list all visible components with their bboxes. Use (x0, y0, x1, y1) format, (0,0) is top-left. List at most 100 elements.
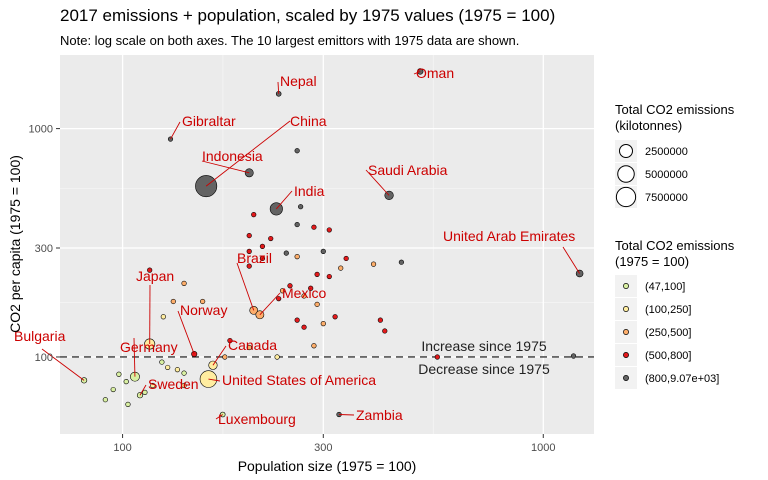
scatter-point (251, 212, 257, 218)
scatter-point (311, 224, 317, 230)
leader-line-united-states-of-america (208, 378, 221, 382)
leader-line-oman (413, 70, 421, 75)
label-united-arab-emirates: United Arab Emirates (443, 228, 575, 244)
scatter-point (314, 301, 320, 307)
legend-size-label: 5000000 (645, 169, 688, 181)
scatter-point (398, 259, 404, 265)
scatter-point (301, 293, 307, 299)
y-axis-title: CO2 per capita (1975 = 100) (7, 155, 23, 333)
y-tick-label: 300 (35, 243, 53, 255)
scatter-point (125, 401, 131, 407)
leader-line-germany (133, 337, 136, 377)
chart-title: 2017 emissions + population, scaled by 1… (60, 6, 556, 25)
scatter-point (246, 248, 252, 254)
legend-fill-key (623, 283, 629, 289)
scatter-point (308, 285, 314, 291)
scatter-point (181, 280, 187, 286)
legend-size-label: 2500000 (645, 146, 688, 158)
scatter-point (259, 255, 266, 262)
scatter-point (142, 389, 148, 395)
point-canada (208, 360, 218, 370)
scatter-point (200, 298, 206, 305)
scatter-point (326, 273, 332, 280)
label-luxembourg: Luxembourg (218, 411, 296, 427)
reference-label-decrease: Decrease since 1975 (418, 361, 550, 377)
legend-size-title: Total CO2 emissions (615, 102, 735, 117)
leader-line-india (275, 190, 293, 210)
scatter-point (298, 204, 304, 210)
leader-line-zambia (339, 414, 355, 416)
label-gibraltar: Gibraltar (182, 113, 236, 129)
leader-line-sweden (139, 384, 147, 396)
legend-fill-label: (250,500] (645, 327, 691, 339)
label-zambia: Zambia (356, 407, 403, 423)
legend-fill-title: (1975 = 100) (615, 254, 689, 269)
y-tick-label: 100 (35, 352, 53, 364)
label-mexico: Mexico (282, 285, 327, 301)
legend-fill-title: Total CO2 emissions (615, 238, 735, 253)
label-brazil: Brazil (237, 250, 272, 266)
label-bulgaria: Bulgaria (14, 328, 66, 344)
label-indonesia: Indonesia (202, 148, 263, 164)
scatter-point (294, 254, 300, 260)
scatter-point (174, 367, 181, 373)
scatter-point (123, 379, 129, 385)
scatter-point (246, 232, 252, 239)
scatter-point (311, 343, 317, 349)
legend-size: Total CO2 emissions(kilotonnes) 2500000 50… (615, 102, 735, 208)
scatter-point (287, 283, 293, 289)
leader-line-mexico (259, 292, 281, 316)
legend-fill-key (623, 329, 629, 335)
scatter-point (246, 263, 252, 269)
scatter-point (294, 221, 300, 228)
leader-line-norway (177, 310, 195, 355)
scatter-point (332, 314, 338, 320)
legend-size-key (615, 186, 637, 208)
label-canada: Canada (228, 337, 277, 353)
legend-size-label: 7500000 (645, 192, 688, 204)
label-japan: Japan (136, 268, 174, 284)
leader-line-gibraltar (170, 121, 181, 140)
label-china: China (290, 113, 327, 129)
label-norway: Norway (180, 302, 227, 318)
scatter-point (377, 317, 383, 323)
label-sweden: Sweden (148, 376, 199, 392)
plot-panel (60, 55, 594, 434)
chart-subtitle: Note: log scale on both axes. The 10 lar… (60, 33, 520, 48)
point-sweden (136, 392, 144, 399)
scatter-point (102, 397, 108, 403)
legend-fill-key (623, 375, 629, 381)
leader-line-united-arab-emirates (562, 246, 580, 274)
scatter-point (259, 243, 266, 249)
leader-line-brazil (236, 262, 255, 311)
reference-label-increase: Increase since 1975 (421, 338, 547, 354)
scatter-point (110, 386, 116, 393)
scatter-point (268, 235, 274, 242)
x-tick-label: 1000 (531, 442, 555, 454)
scatter-point (294, 317, 300, 323)
scatter-point (301, 324, 307, 330)
scatter-point (246, 344, 252, 351)
legend-fill-key (623, 306, 629, 312)
scatter-point (279, 288, 286, 294)
x-tick-label: 300 (314, 442, 332, 454)
label-india: India (294, 183, 325, 199)
legend-fill-label: (47,100] (645, 281, 685, 293)
scatter-point (370, 261, 377, 267)
label-oman: Oman (416, 65, 454, 81)
point-labels-layer: Oman Nepal Gibraltar China Indonesia Saudi Ar… (14, 65, 580, 427)
scatter-point (343, 255, 349, 262)
y-tick-label: 1000 (29, 124, 53, 136)
label-nepal: Nepal (280, 73, 317, 89)
legend-fill: Total CO2 emissions(1975 = 100) (47,100] (… (615, 238, 735, 389)
scatter-point (320, 248, 326, 254)
legend-fill-label: (500,800] (645, 350, 691, 362)
scatter-point (222, 354, 228, 360)
x-tick-label: 100 (113, 442, 131, 454)
leader-line-china (205, 120, 291, 187)
legend-size-key (617, 165, 635, 183)
scatter-point (320, 321, 326, 327)
scatter-point (326, 227, 332, 233)
scatter-point (116, 371, 122, 377)
scatter-point (147, 267, 153, 273)
